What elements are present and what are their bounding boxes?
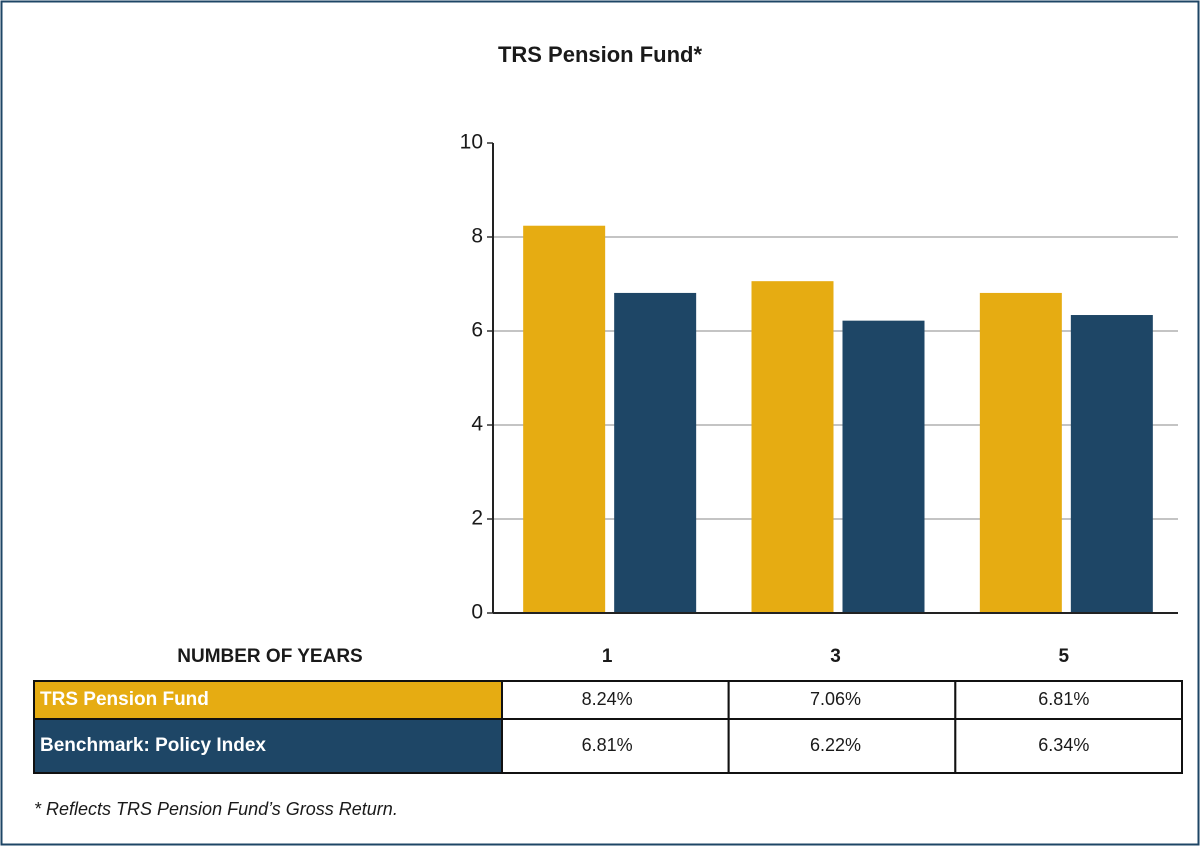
legend-label: Benchmark: Policy Index <box>40 735 266 756</box>
table-cell <box>954 718 1183 774</box>
bar <box>523 225 606 613</box>
x-tick-label: 5 <box>1059 646 1070 667</box>
table-cell <box>501 718 730 774</box>
y-tick-label: 2 <box>471 507 483 530</box>
x-axis-label: NUMBER OF YEARS <box>177 646 362 667</box>
x-tick-label: 1 <box>602 646 613 667</box>
y-tick-label: 6 <box>471 319 483 342</box>
bar <box>751 281 834 613</box>
y-tick-label: 8 <box>471 225 483 248</box>
y-tick-label: 0 <box>471 601 483 624</box>
y-tick-label: 4 <box>471 413 483 436</box>
x-tick-label: 3 <box>830 646 841 667</box>
table-value: 6.22% <box>810 735 861 755</box>
table-value: 7.06% <box>810 689 861 709</box>
bar <box>1070 315 1153 613</box>
bar <box>842 320 925 613</box>
table-value: 8.24% <box>582 689 633 709</box>
table-value: 6.81% <box>582 735 633 755</box>
bar <box>979 292 1062 613</box>
legend-swatch-cell <box>33 718 503 774</box>
bar <box>614 292 697 613</box>
legend-label: TRS Pension Fund <box>40 689 209 710</box>
chart-title: TRS Pension Fund* <box>498 42 703 67</box>
y-tick-label: 10 <box>460 131 483 154</box>
table-cell <box>727 680 957 720</box>
legend-swatch-cell <box>33 680 503 720</box>
footnote: * Reflects TRS Pension Fund’s Gross Retu… <box>34 799 398 819</box>
table-value: 6.81% <box>1038 689 1089 709</box>
table-value: 6.34% <box>1038 735 1089 755</box>
